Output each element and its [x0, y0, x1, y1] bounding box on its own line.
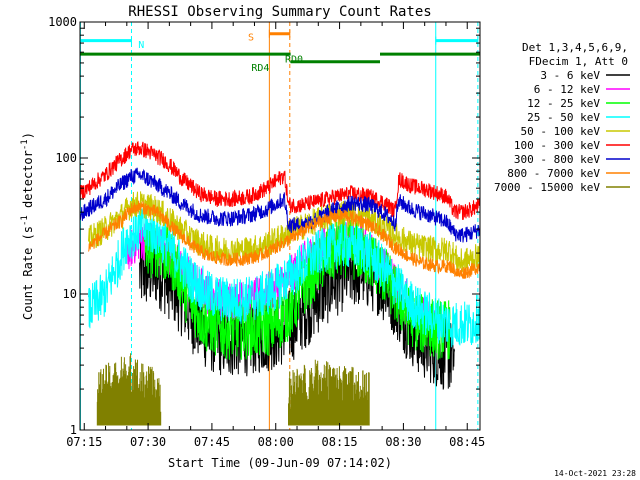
legend: Det 1,3,4,5,6,9, FDecim 1, Att 0 3 - 6 k… — [494, 41, 630, 194]
legend-entry-label: 25 - 50 keV — [527, 111, 600, 124]
x-axis-label: Start Time (09-Jun-09 07:14:02) — [168, 456, 392, 470]
series-line — [80, 141, 480, 220]
x-tick-label: 08:15 — [322, 435, 358, 449]
x-tick-label: 08:45 — [449, 435, 485, 449]
annotation-label: N — [138, 40, 144, 51]
plot-frame — [79, 21, 481, 431]
legend-entry-label: 6 - 12 keV — [534, 83, 601, 96]
y-label-main: Count Rate (s — [21, 226, 35, 320]
legend-entry-label: 800 - 7000 keV — [507, 167, 600, 180]
y-tick-label: 100 — [55, 151, 77, 165]
x-tick-label: 07:30 — [130, 435, 166, 449]
series-line — [88, 205, 480, 348]
legend-header-line-1: Det 1,3,4,5,6,9, — [522, 41, 628, 54]
series-25-50keV — [88, 205, 480, 348]
axes: 07:15 07:30 07:45 08:00 08:15 08:30 08:45 1 10 10… — [48, 15, 485, 449]
x-tick-label: 07:15 — [66, 435, 102, 449]
y-tick-label: 10 — [63, 287, 77, 301]
annotation-label: RD4 — [251, 63, 269, 74]
x-tick-label: 08:00 — [258, 435, 294, 449]
legend-header-line-2: FDecim 1, Att 0 — [529, 55, 628, 68]
series-layer — [80, 141, 480, 426]
y-tick-label: 1 — [70, 423, 77, 437]
annotation-label: S — [248, 33, 254, 44]
y-axis-label: Count Rate (s-1 detector-1) — [20, 132, 35, 320]
series-line — [80, 167, 480, 243]
series-line — [143, 217, 451, 360]
series-100-300keV — [80, 141, 480, 220]
series-line — [88, 191, 480, 274]
x-tick-label: 07:45 — [194, 435, 230, 449]
legend-entry-label: 50 - 100 keV — [521, 125, 601, 138]
series-50-100keV — [88, 191, 480, 274]
legend-entry-label: 12 - 25 keV — [527, 97, 600, 110]
y-label-sup2: -1 — [20, 139, 30, 150]
legend-entry-label: 100 - 300 keV — [514, 139, 600, 152]
annotation-label: RD0 — [285, 54, 303, 65]
series-300-800keV — [80, 167, 480, 243]
series-line — [88, 200, 480, 280]
annotation-labels: N S RD0 RD4 — [138, 33, 303, 75]
x-tick-label: 08:30 — [385, 435, 421, 449]
footer-timestamp: 14-Oct-2021 23:28 — [554, 469, 636, 478]
legend-entry-label: 3 - 6 keV — [540, 69, 600, 82]
y-label-mid: detector — [21, 150, 35, 215]
series-7000-15000keV — [96, 353, 370, 426]
series-spikes — [96, 353, 370, 426]
series-12-25keV — [143, 217, 451, 360]
y-label-sup1: -1 — [20, 215, 30, 226]
y-label-end: ) — [21, 132, 35, 139]
y-tick-label: 1000 — [48, 15, 77, 29]
legend-entry-label: 7000 - 15000 keV — [494, 181, 600, 194]
legend-entry-label: 300 - 800 keV — [514, 153, 600, 166]
chart-title: RHESSI Observing Summary Count Rates — [128, 4, 431, 20]
series-800-7000keV — [88, 200, 480, 280]
